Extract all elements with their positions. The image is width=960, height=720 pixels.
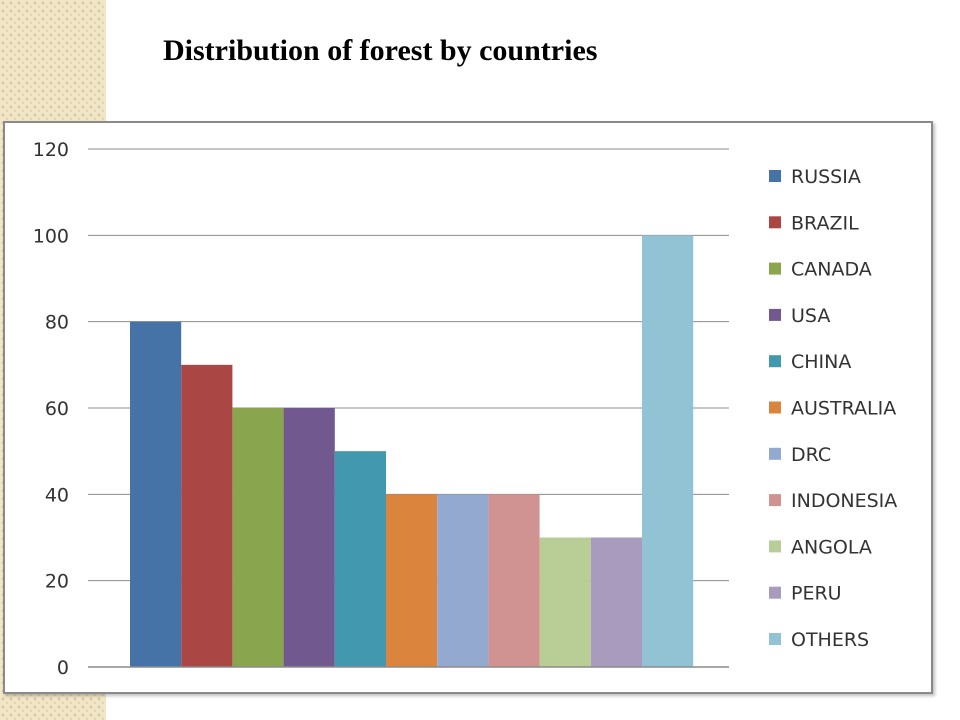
legend-label: PERU xyxy=(791,583,842,605)
legend-swatch xyxy=(769,262,781,275)
legend-swatch xyxy=(769,447,781,460)
bar-indonesia xyxy=(488,494,540,667)
bar-russia xyxy=(130,321,182,667)
legend-label: ANGOLA xyxy=(791,536,872,558)
legend: RUSSIA BRAZIL CANADA USA CHINA AUSTRALIA DRC IN… xyxy=(769,166,897,651)
legend-swatch xyxy=(769,494,781,507)
slide-title: Distribution of forest by countries xyxy=(163,34,598,67)
y-axis-ticks: 0 20 40 60 80 100 120 xyxy=(33,139,69,679)
y-tick-label: 60 xyxy=(45,398,69,420)
legend-label: AUSTRALIA xyxy=(791,398,896,420)
bar-others xyxy=(642,235,694,668)
bar-usa xyxy=(283,408,335,667)
bar-brazil xyxy=(181,364,233,667)
bar-china xyxy=(334,451,386,667)
y-tick-label: 100 xyxy=(33,225,69,247)
y-tick-label: 80 xyxy=(45,312,69,334)
legend-label: BRAZIL xyxy=(791,212,859,234)
bars xyxy=(130,235,694,668)
legend-swatch xyxy=(769,355,781,368)
legend-label: DRC xyxy=(791,444,831,466)
legend-label: CANADA xyxy=(791,259,872,281)
bar-drc xyxy=(437,494,489,667)
legend-label: CHINA xyxy=(791,351,851,373)
legend-swatch xyxy=(769,633,781,645)
legend-swatch xyxy=(769,308,781,321)
bar-peru xyxy=(590,537,642,667)
y-tick-label: 40 xyxy=(45,484,69,506)
y-tick-label: 0 xyxy=(57,657,69,679)
legend-swatch xyxy=(769,586,781,599)
bar-angola xyxy=(539,537,591,667)
legend-swatch xyxy=(769,401,781,414)
bar-canada xyxy=(232,408,284,667)
y-tick-label: 20 xyxy=(45,571,69,593)
legend-label: INDONESIA xyxy=(791,490,897,512)
legend-label: OTHERS xyxy=(791,629,869,651)
bar-australia xyxy=(386,494,438,667)
legend-swatch xyxy=(769,170,781,182)
legend-swatch xyxy=(769,216,781,229)
legend-label: USA xyxy=(791,305,830,327)
legend-swatch xyxy=(769,540,781,553)
legend-label: RUSSIA xyxy=(791,166,861,188)
y-tick-label: 120 xyxy=(33,139,69,161)
